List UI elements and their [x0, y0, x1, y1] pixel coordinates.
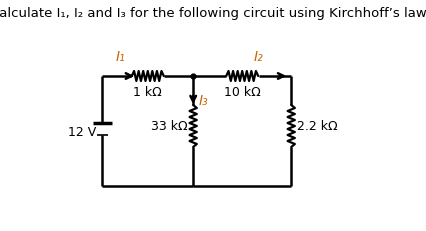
Text: 2.2 kΩ: 2.2 kΩ	[296, 120, 337, 133]
Text: 1 kΩ: 1 kΩ	[133, 86, 162, 99]
Text: I₃: I₃	[198, 94, 207, 108]
Text: Calculate I₁, I₂ and I₃ for the following circuit using Kirchhoff’s laws.: Calculate I₁, I₂ and I₃ for the followin…	[0, 7, 426, 20]
Text: I₂: I₂	[253, 50, 262, 64]
Text: 10 kΩ: 10 kΩ	[223, 86, 260, 99]
Text: 33 kΩ: 33 kΩ	[150, 120, 187, 133]
Text: 12 V: 12 V	[68, 125, 96, 138]
Text: I₁: I₁	[115, 50, 125, 64]
